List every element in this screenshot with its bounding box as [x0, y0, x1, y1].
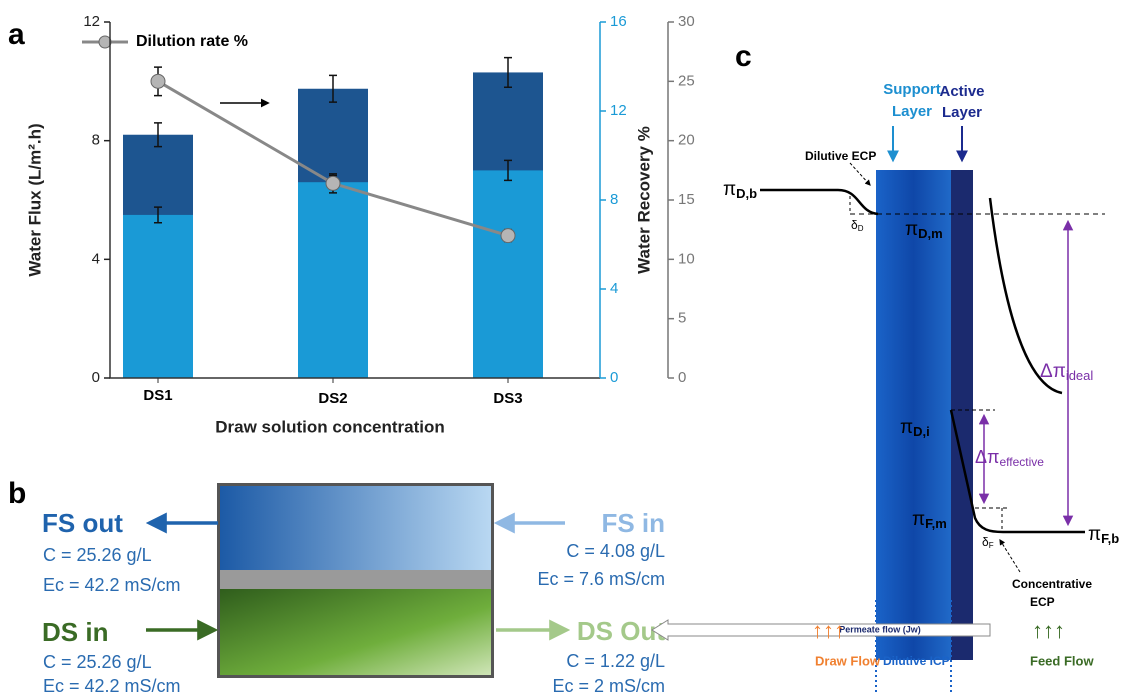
bar: [298, 182, 368, 378]
x-axis-label: Draw solution concentration: [215, 417, 445, 436]
draw-profile: [760, 188, 879, 216]
pointer: [999, 538, 1021, 573]
conductivity: Ec = 2 mS/cm: [552, 676, 665, 695]
panel-label: a: [8, 18, 25, 51]
line-marker: [150, 73, 166, 89]
annotation: ECP: [1030, 595, 1055, 609]
error-bar: [504, 159, 512, 182]
symbol: πD,i: [900, 417, 930, 439]
y3-tick-label: 0: [678, 369, 686, 386]
y-tick-label: 0: [92, 369, 100, 386]
panel-b: b FS out C = 25.26 g/L Ec = 42.2 mS/cm F…: [8, 477, 665, 695]
y2-tick-label: 12: [610, 102, 627, 119]
bar: [123, 214, 193, 378]
line-marker: [325, 175, 341, 191]
flow-label: Feed Flow: [1030, 653, 1094, 668]
y2-tick-label: 0: [610, 369, 618, 386]
layer-label: Layer: [892, 103, 932, 120]
concentration: C = 25.26 g/L: [43, 652, 152, 672]
annotation: Concentrative: [1012, 577, 1092, 591]
y3-tick-label: 30: [678, 13, 695, 30]
symbol: Δπideal: [1040, 361, 1093, 383]
symbol: πD,b: [723, 179, 757, 201]
y3-tick-label: 25: [678, 72, 695, 89]
layer-label: Active: [939, 83, 984, 100]
y2-tick-label: 4: [610, 280, 618, 297]
y2-axis-label: Water Recovery %: [634, 126, 653, 274]
y2-tick-label: 16: [610, 13, 627, 30]
layer-label: Support: [883, 81, 941, 98]
panel-label: b: [8, 477, 26, 510]
stream-label: DS in: [42, 617, 108, 647]
feed-profile: [949, 409, 1085, 534]
stream-label: DS Out: [577, 616, 665, 646]
flow-label: Draw Flow: [815, 653, 881, 668]
active-layer: [951, 170, 973, 660]
legend-label: Dilution rate %: [136, 33, 248, 50]
error-bar: [329, 74, 337, 103]
annotation: Permeate flow (Jw): [839, 624, 921, 634]
line-marker: [500, 228, 516, 244]
concentration: C = 4.08 g/L: [566, 541, 665, 561]
flow-label: Dilutive ICP: [883, 654, 950, 668]
x-tick-label: DS3: [493, 390, 522, 407]
y-tick-label: 8: [92, 132, 100, 149]
flow-arrows: ↑↑↑: [1032, 618, 1065, 643]
y3-tick-label: 5: [678, 310, 686, 327]
concentration: C = 25.26 g/L: [43, 545, 152, 565]
y3-tick-label: 20: [678, 132, 695, 149]
y2-tick-label: 8: [610, 191, 618, 208]
error-bar: [504, 56, 512, 89]
draw-channel: [220, 589, 491, 675]
layer-label: Layer: [942, 104, 982, 121]
conductivity: Ec = 7.6 mS/cm: [537, 569, 665, 589]
error-bar: [154, 206, 162, 224]
y-tick-label: 4: [92, 250, 100, 267]
support-layer: [876, 170, 951, 660]
symbol: πD,m: [905, 219, 943, 241]
symbol: πF,m: [912, 509, 947, 531]
stream-label: FS out: [42, 508, 123, 538]
stream-label: FS in: [601, 508, 665, 538]
y3-tick-label: 15: [678, 191, 695, 208]
ideal-curve: [988, 197, 1063, 395]
symbol: δF: [982, 535, 994, 550]
pointer: [849, 162, 871, 186]
panel-label: c: [735, 40, 752, 73]
y3-tick-label: 10: [678, 250, 695, 267]
y-axis-label: Water Flux (L/m².h): [25, 123, 44, 276]
concentration: C = 1.22 g/L: [566, 651, 665, 671]
feed-channel: [220, 486, 491, 570]
symbol: δD: [851, 218, 864, 233]
membrane: [220, 570, 491, 589]
legend-marker: [98, 35, 112, 49]
symbol: Δπeffective: [975, 447, 1044, 469]
panel-c: c Support Layer Active Layer Dilutive EC…: [651, 40, 1119, 695]
error-bar: [154, 122, 162, 148]
permeate-arrow: [651, 619, 991, 641]
symbol: πF,b: [1088, 524, 1119, 546]
flow-arrows: ↑↑↑: [812, 618, 845, 643]
x-tick-label: DS1: [143, 387, 172, 404]
conductivity: Ec = 42.2 mS/cm: [43, 676, 181, 695]
y-tick-label: 12: [83, 13, 100, 30]
bar: [473, 170, 543, 378]
x-tick-label: DS2: [318, 390, 347, 407]
panel-a: a Draw solution concentration Water Flux…: [8, 13, 695, 437]
annotation: Dilutive ECP: [805, 149, 876, 163]
conductivity: Ec = 42.2 mS/cm: [43, 575, 181, 595]
